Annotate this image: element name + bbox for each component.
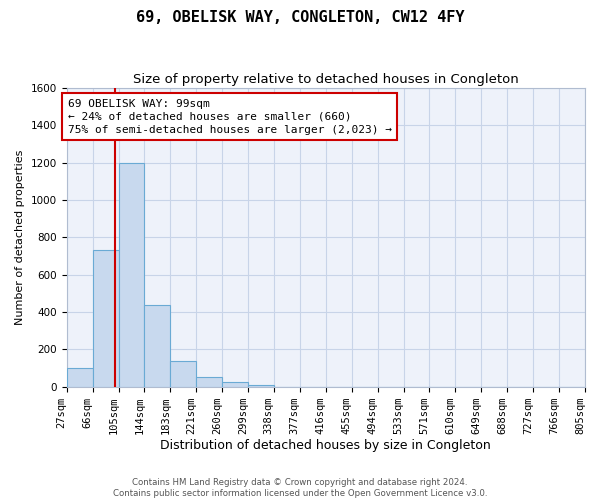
Bar [170,360,196,386]
Text: Contains HM Land Registry data © Crown copyright and database right 2024.
Contai: Contains HM Land Registry data © Crown c… [113,478,487,498]
Bar [92,250,119,386]
Bar [119,162,145,386]
Y-axis label: Number of detached properties: Number of detached properties [15,150,25,325]
Text: 69 OBELISK WAY: 99sqm
← 24% of detached houses are smaller (660)
75% of semi-det: 69 OBELISK WAY: 99sqm ← 24% of detached … [68,98,392,135]
Bar [67,368,92,386]
Title: Size of property relative to detached houses in Congleton: Size of property relative to detached ho… [133,72,518,86]
Bar [248,385,274,386]
X-axis label: Distribution of detached houses by size in Congleton: Distribution of detached houses by size … [160,440,491,452]
Text: 69, OBELISK WAY, CONGLETON, CW12 4FY: 69, OBELISK WAY, CONGLETON, CW12 4FY [136,10,464,25]
Bar [222,382,248,386]
Bar [145,304,170,386]
Bar [196,378,222,386]
